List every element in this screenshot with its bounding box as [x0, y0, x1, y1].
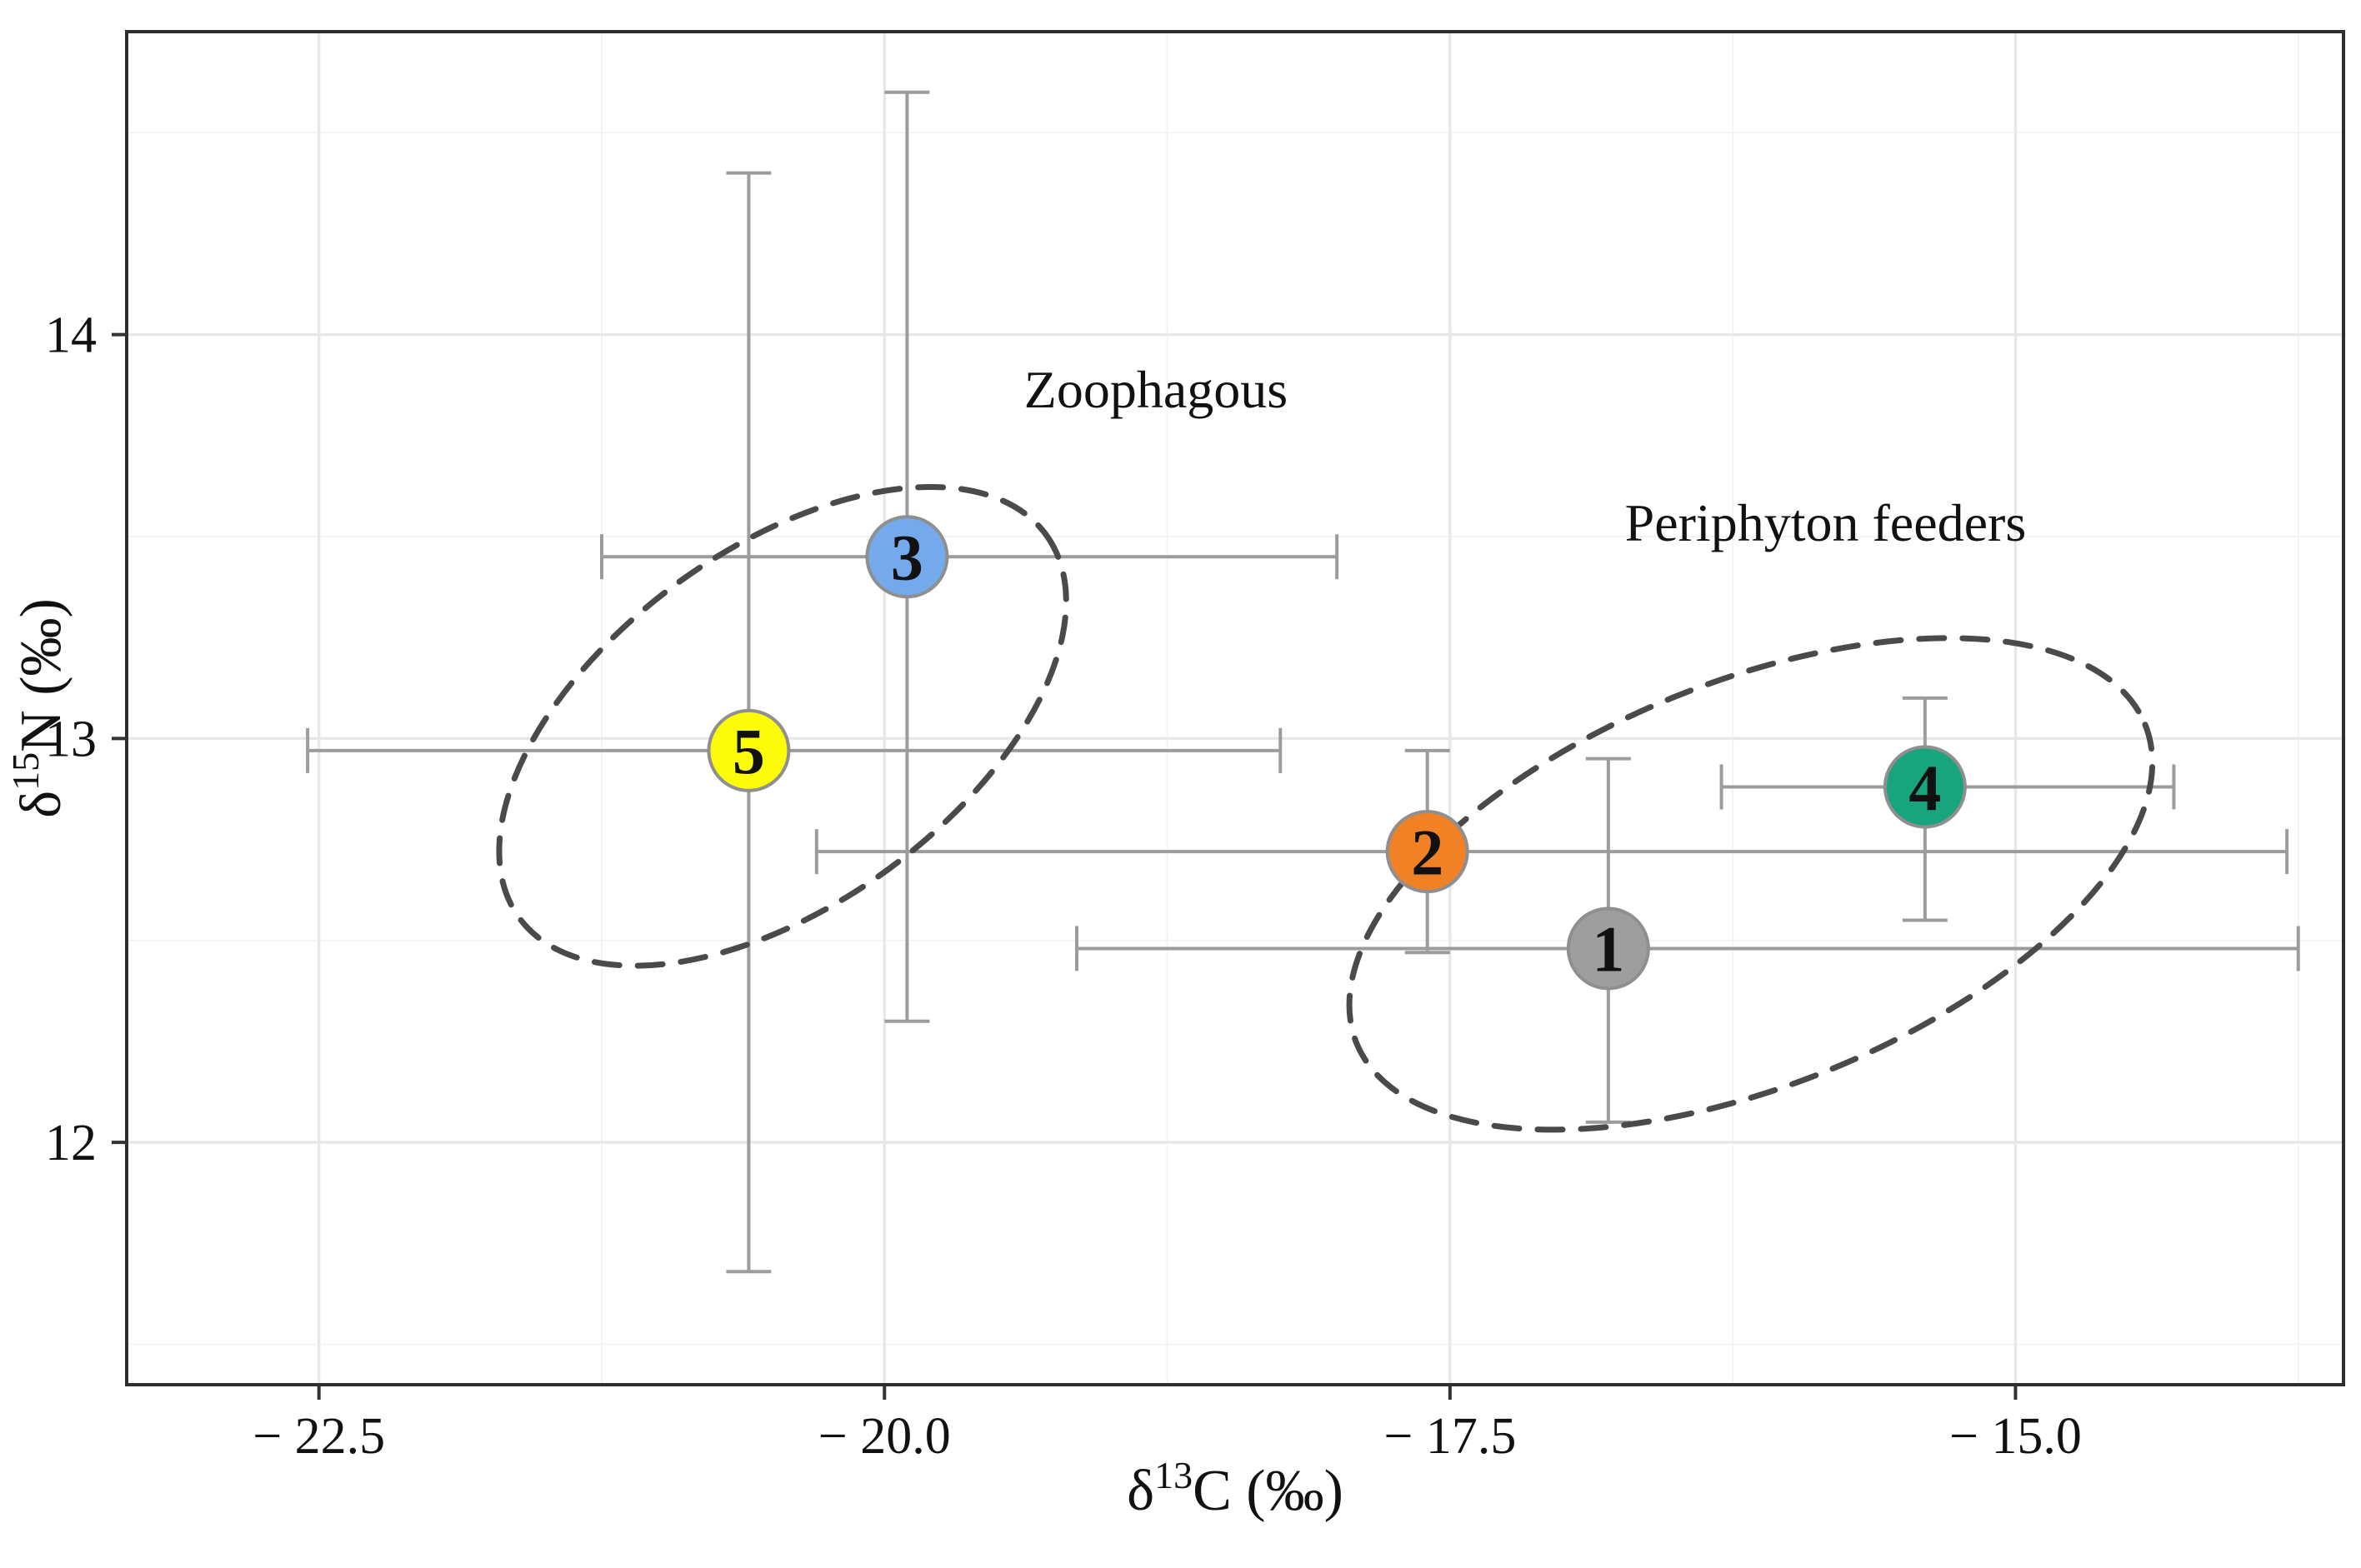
- point-2-label: 2: [1411, 816, 1443, 888]
- point-1-circle: [1566, 906, 1650, 991]
- y-tick-label: 14: [45, 307, 97, 364]
- point-5-circle: [707, 708, 791, 792]
- y-tick-label: 12: [45, 1115, 97, 1171]
- group-ellipse-periphyton-feeders: [1346, 635, 2156, 1133]
- y-axis-title: δ15N (‰): [4, 598, 73, 818]
- x-tick-label: − 20.0: [818, 1408, 951, 1465]
- group-label-periphyton-feeders: Periphyton feeders: [1625, 493, 2027, 552]
- panel-border: [125, 30, 2345, 1386]
- x-tick-label: − 22.5: [253, 1408, 385, 1465]
- point-4-circle: [1883, 745, 1967, 829]
- point-3-circle: [865, 515, 949, 599]
- panel-background: [127, 32, 2343, 1385]
- point-4-label: 4: [1908, 752, 1941, 824]
- point-5-label: 5: [733, 715, 765, 787]
- point-2-circle: [1385, 810, 1469, 894]
- point-1-label: 1: [1592, 913, 1624, 986]
- group-ellipse-zoophagous: [496, 483, 1069, 969]
- group-label-zoophagous: Zoophagous: [1024, 360, 1288, 419]
- y-tick-label: 13: [45, 711, 97, 767]
- point-3-label: 3: [891, 522, 923, 594]
- x-axis-title: δ13C (‰): [1127, 1454, 1343, 1523]
- x-tick-label: − 15.0: [1949, 1408, 2082, 1465]
- x-tick-label: − 17.5: [1383, 1408, 1516, 1465]
